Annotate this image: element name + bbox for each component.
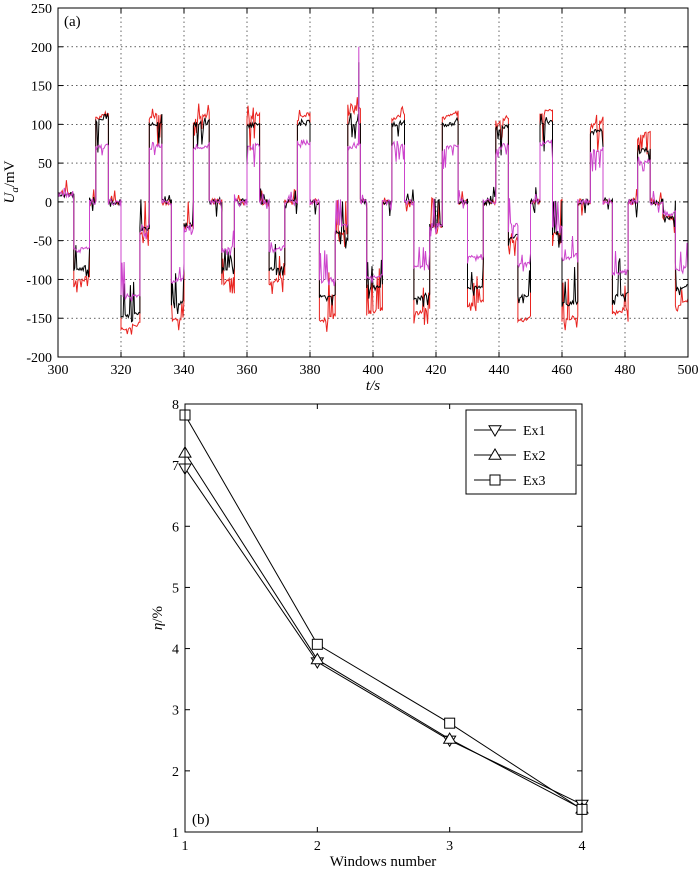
y-tick-label-b: 7: [172, 459, 179, 474]
data-point-ex2: [442, 732, 457, 744]
series-line-ex3: [184, 414, 583, 810]
x-tick-label: 300: [48, 363, 69, 378]
y-tick-label-b: 2: [172, 765, 179, 780]
y-tick-label: 50: [38, 157, 52, 172]
y-axis-label-b-main: η: [150, 623, 166, 630]
x-tick-label-b: 2: [314, 839, 321, 854]
x-tick-label-b: 3: [446, 839, 453, 854]
series-line-ex1: [184, 467, 583, 805]
y-tick-label-b: 8: [172, 398, 179, 413]
legend-marker-ex1: [488, 425, 502, 437]
y-axis-label-b: η/%: [150, 606, 166, 630]
legend-label-ex1: Ex1: [523, 424, 546, 439]
y-tick-label: -150: [26, 312, 52, 327]
legend-label-ex2: Ex2: [523, 449, 546, 464]
data-point-ex2: [310, 652, 325, 665]
x-tick-label: 360: [237, 363, 258, 378]
series-line-s2: [57, 62, 689, 323]
y-axis-label-a-sub: a: [9, 187, 21, 193]
legend-items: Ex1 Ex2 Ex3: [474, 424, 546, 489]
y-tick-label: -100: [26, 273, 52, 288]
y-tick-label-b: 5: [172, 581, 179, 596]
legend-marker-ex3: [489, 474, 501, 486]
x-tick-label: 320: [111, 363, 132, 378]
x-axis-label-a: t/s: [366, 378, 380, 394]
x-tick-label: 500: [678, 363, 699, 378]
data-point-ex3: [444, 717, 456, 729]
y-tick-label: 150: [31, 80, 52, 95]
y-tick-label: 200: [31, 41, 52, 56]
ticks-b: 1 2 3 4 1 2 3 4 5 6 7 8: [172, 398, 586, 854]
chart-panel-a: 300 320 340 360 380 400 420 440 460 480 500-200-15…: [2, 2, 699, 394]
y-tick-label: -200: [26, 351, 52, 366]
legend-box: [465, 409, 577, 495]
series-line-s3: [57, 46, 689, 302]
x-tick-label-b: 4: [579, 839, 586, 854]
y-axis-label-a-unit: /mV: [2, 160, 18, 187]
series-line-ex2: [184, 452, 583, 810]
x-tick-label: 440: [489, 363, 510, 378]
legend-label-ex3: Ex3: [523, 474, 546, 489]
x-axis-label-b: Windows number: [330, 854, 436, 870]
y-tick-label-b: 1: [172, 826, 179, 841]
panel-label-a: (a): [64, 14, 81, 30]
plot-frame-a: [57, 7, 689, 358]
y-tick-label: 250: [31, 2, 52, 17]
series-line-s1: [57, 97, 689, 335]
x-tick-label-b: 1: [182, 839, 189, 854]
series-lines-a: [57, 46, 689, 335]
y-axis-label-b-unit: /%: [150, 606, 166, 623]
x-tick-label: 400: [363, 363, 384, 378]
plot-frame-b: [184, 403, 583, 833]
y-axis-label-a: Ua/mV: [2, 160, 21, 203]
y-tick-label: 0: [45, 196, 52, 211]
panel-label-b: (b): [192, 812, 210, 828]
y-tick-label: -50: [33, 235, 52, 250]
legend-b: Ex1 Ex2 Ex3: [465, 409, 577, 495]
y-tick-label-b: 3: [172, 704, 179, 719]
ticks-a: 300 320 340 360 380 400 420 440 460 480 500-200-15…: [26, 2, 698, 378]
x-tick-label: 340: [174, 363, 195, 378]
x-tick-label: 420: [426, 363, 447, 378]
x-tick-label: 480: [615, 363, 636, 378]
y-axis-label-a-main: U: [2, 192, 18, 204]
x-tick-label: 460: [552, 363, 573, 378]
data-point-ex3: [311, 638, 323, 650]
y-tick-label: 100: [31, 118, 52, 133]
y-tick-label-b: 4: [172, 643, 179, 658]
legend-marker-ex2: [488, 448, 502, 460]
x-tick-label: 380: [300, 363, 321, 378]
y-tick-label-b: 6: [172, 520, 179, 535]
